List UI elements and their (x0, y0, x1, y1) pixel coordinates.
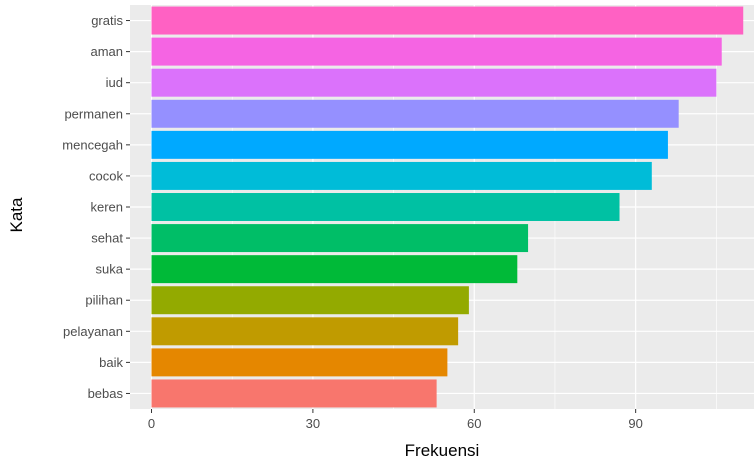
x-tick-label: 30 (306, 416, 320, 431)
bar-iud (151, 68, 717, 97)
y-tick-label-aman: aman (90, 44, 123, 59)
y-tick-label-keren: keren (90, 200, 123, 215)
y-tick-label-sehat: sehat (91, 231, 123, 246)
bar-aman (151, 37, 722, 66)
y-tick-label-bebas: bebas (88, 386, 124, 401)
y-tick-label-mencegah: mencegah (62, 137, 123, 152)
y-tick-label-gratis: gratis (91, 13, 123, 28)
x-tick-label: 60 (467, 416, 481, 431)
y-tick-label-permanen: permanen (64, 106, 123, 121)
y-axis: gratis aman iud permanen mencegah cocok keren s… (62, 13, 130, 401)
bar-mencegah (151, 130, 668, 159)
x-axis: 0 30 60 90 (148, 409, 643, 431)
bar-permanen (151, 99, 679, 128)
y-tick-label-pilihan: pilihan (85, 293, 123, 308)
x-axis-title: Frekuensi (405, 441, 480, 460)
bar-bebas (151, 379, 437, 408)
x-tick-label: 0 (148, 416, 155, 431)
bar-sehat (151, 224, 529, 253)
x-tick-label: 90 (628, 416, 642, 431)
bar-gratis (151, 6, 744, 35)
bar-cocok (151, 161, 652, 190)
y-tick-label-suka: suka (96, 262, 124, 277)
bar-pelayanan (151, 317, 459, 346)
y-tick-label-baik: baik (99, 355, 123, 370)
bar-pilihan (151, 286, 469, 315)
bar-baik (151, 348, 448, 377)
y-axis-title: Kata (7, 197, 26, 233)
y-tick-label-cocok: cocok (89, 168, 123, 183)
y-tick-label-pelayanan: pelayanan (63, 324, 123, 339)
y-tick-label-iud: iud (106, 75, 123, 90)
bars (151, 6, 744, 408)
bar-keren (151, 193, 620, 221)
bar-suka (151, 255, 518, 284)
